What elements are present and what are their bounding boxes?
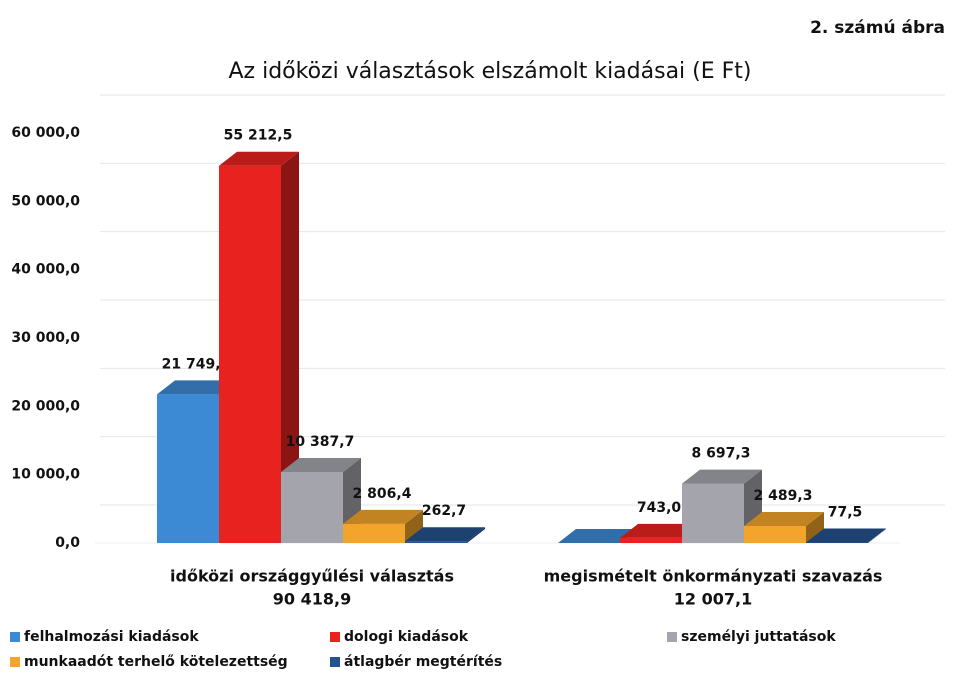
bar	[281, 458, 361, 543]
data-label: 77,5	[828, 504, 863, 520]
category-total: 12 007,1	[674, 590, 752, 609]
legend-label: személyi juttatások	[681, 629, 836, 645]
legend-swatch	[330, 632, 340, 642]
bar-front	[281, 472, 343, 543]
legend-label: átlagbér megtérítés	[344, 654, 502, 670]
bar-top	[682, 469, 762, 484]
data-label: 2 489,3	[754, 488, 813, 504]
data-label: 55 212,5	[224, 128, 293, 144]
y-tick-label: 50 000,0	[11, 193, 80, 209]
x-tick-label: időközi országgyűlési választás	[170, 567, 454, 586]
bar-side	[868, 528, 886, 543]
bar	[405, 527, 485, 543]
bar-top	[558, 529, 638, 543]
y-tick-label: 10 000,0	[11, 467, 80, 483]
bar-top	[343, 509, 423, 524]
bar-front	[682, 483, 744, 543]
data-label: 10 387,7	[286, 434, 355, 450]
bar-top	[405, 527, 485, 542]
bar-top	[806, 528, 886, 543]
bar	[343, 509, 423, 543]
data-label: 2 806,4	[353, 486, 412, 502]
bar-side	[806, 511, 824, 543]
data-label: 262,7	[422, 503, 466, 519]
bar-side	[281, 151, 299, 543]
legend-swatch	[330, 657, 340, 667]
legend-swatch	[667, 632, 677, 642]
bar-top	[620, 523, 700, 538]
bar	[744, 511, 824, 543]
bar-side	[467, 527, 485, 543]
bar-front	[620, 537, 682, 543]
legend-label: munkaadót terhelő kötelezettség	[24, 654, 288, 670]
legend-swatch	[10, 657, 20, 667]
data-label: 21 749,6	[162, 356, 231, 372]
bar	[806, 528, 886, 543]
chart-title: Az időközi választások elszámolt kiadása…	[229, 59, 752, 84]
bar-top	[281, 458, 361, 473]
y-tick-label: 40 000,0	[11, 262, 80, 278]
y-tick-label: 30 000,0	[11, 330, 80, 346]
legend-label: dologi kiadások	[344, 629, 469, 645]
bar-top	[744, 511, 824, 526]
legend-swatch	[10, 632, 20, 642]
bar-front	[806, 542, 868, 543]
data-label: 8 697,3	[692, 446, 751, 462]
y-tick-label: 60 000,0	[11, 125, 80, 141]
y-tick-label: 20 000,0	[11, 398, 80, 414]
figure-label: 2. számú ábra	[810, 18, 945, 38]
category-total: 90 418,9	[273, 590, 351, 609]
bar-front	[744, 525, 806, 543]
bar-side	[405, 509, 423, 543]
y-tick-label: 0,0	[55, 535, 80, 551]
bar-front	[405, 541, 467, 543]
bar-top	[157, 380, 237, 395]
bar-front	[157, 394, 219, 543]
legend-label: felhalmozási kiadások	[24, 629, 199, 645]
bar-front	[219, 165, 281, 543]
bar	[558, 529, 638, 543]
bar	[219, 151, 299, 543]
bar-front	[343, 523, 405, 543]
bar-top	[219, 151, 299, 166]
x-tick-label: megismételt önkormányzati szavazás	[544, 567, 883, 586]
data-label: 743,0	[637, 500, 682, 516]
